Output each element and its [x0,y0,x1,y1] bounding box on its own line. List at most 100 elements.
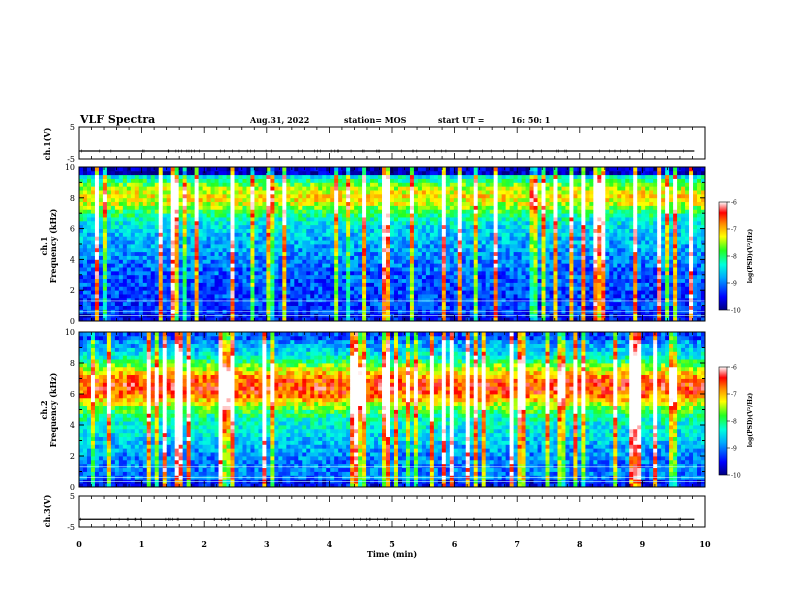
spectrogram-cell [86,224,92,229]
spectrogram-cell [501,286,507,291]
spectrogram-cell [338,228,343,233]
spectrogram-cell [322,209,327,214]
spectrogram-cell [154,297,160,303]
spectrogram-cell [397,267,403,272]
spectrogram-cell [318,294,323,299]
spectrogram-cell [457,186,463,191]
spectrogram-cell [457,240,463,245]
spectrogram-cell [238,182,243,187]
spectrogram-cell [485,278,491,283]
spectrogram-cell [150,282,156,287]
spectrogram-cell [238,236,243,241]
spectrogram-cell [202,267,207,272]
spectrogram-cell [126,170,132,176]
spectrogram-cell [290,240,295,245]
spectrogram-cell [342,205,347,210]
spectrogram-cell [154,220,160,226]
spectrogram-cell [174,282,180,287]
spectrogram-cell [310,167,315,172]
spectrogram-cell [537,267,542,272]
spectrogram-cell [390,290,395,295]
spectrogram-cell [465,197,471,203]
spectrogram-cell [186,240,192,245]
spectrogram-cell [262,174,267,179]
spectrogram-cell [98,274,104,280]
spectrogram-cell [525,170,530,176]
spectrogram-cell [346,286,351,291]
spectrogram-cell [409,201,415,206]
spectrogram-cell [290,282,295,287]
spectrogram-cell [489,236,495,241]
spectrogram-cell [465,270,471,276]
spectrogram-cell [350,286,355,291]
spectrogram-cell [134,236,140,241]
spectrogram-cell [537,186,542,191]
spectrogram-cell [354,286,359,291]
spectrogram-cell [322,186,327,191]
spectrogram-cell [382,174,387,179]
spectrogram-cell [310,282,315,287]
spectrogram-cell [142,167,148,172]
spectrogram-cell [226,259,231,264]
spectrogram-cell [362,209,367,214]
spectrogram-cell [254,190,259,195]
spectrogram-cell [326,170,331,176]
spectrogram-cell [382,294,387,299]
spectrogram-cell [533,282,538,287]
spectrogram-cell [453,255,459,260]
spectrogram-cell [505,217,511,222]
spectrogram-cell [246,174,251,179]
spectrogram-cell [246,224,251,229]
spectrogram-cell [182,263,188,268]
spectrogram-cell [525,317,530,322]
spectrogram-cell [469,255,475,260]
spectrogram-cell [481,224,487,229]
spectrogram-cell [94,182,100,187]
spectrogram-cell [290,236,295,241]
spectrogram-cell [346,274,351,280]
spectrogram-cell [238,270,243,276]
spectrogram-cell [322,190,327,195]
spectrogram-cell [230,317,235,322]
spectrogram-cell [386,259,391,264]
spectrogram-cell [425,294,431,299]
spectrogram-cell [473,209,479,214]
spectrogram-cell [270,301,275,306]
spectrogram-cell [497,251,503,256]
spectrogram-cell [162,193,168,199]
spectrogram-cell [537,259,542,264]
spectrogram-cell [346,301,351,306]
spectrogram-cell [421,217,427,222]
spectrogram-cell [238,186,243,191]
spectrogram-cell [477,270,483,276]
spectrogram-cell [409,190,415,195]
spectrogram-cell [421,182,427,187]
spectrogram-cell [549,167,554,172]
spectrogram-cell [413,259,419,264]
spectrogram-cell [485,255,491,260]
spectrogram-cell [258,305,263,310]
spectrogram-cell [513,232,518,237]
spectrogram-cell [274,270,279,276]
spectrogram-cell [270,251,275,256]
spectrogram-cell [409,174,415,179]
spectrogram-cell [429,297,435,303]
spectrogram-cell [214,251,219,256]
spectrogram-cell [266,247,271,253]
spectrogram-cell [378,167,383,172]
spectrogram-cell [286,224,291,229]
spectrogram-cell [533,274,538,280]
spectrogram-cell [537,205,542,210]
spectrogram-cell [461,286,467,291]
spectrogram-cell [481,240,487,245]
spectrogram-cell [82,190,88,195]
spectrogram-cell [509,170,515,176]
spectrogram-cell [505,251,511,256]
spectrogram-cell [521,278,526,283]
spectrogram-cell [230,205,235,210]
spectrogram-cell [342,240,347,245]
spectrogram-cell [214,209,219,214]
spectrogram-cell [326,301,331,306]
spectrogram-cell [142,259,148,264]
spectrogram-cell [286,236,291,241]
